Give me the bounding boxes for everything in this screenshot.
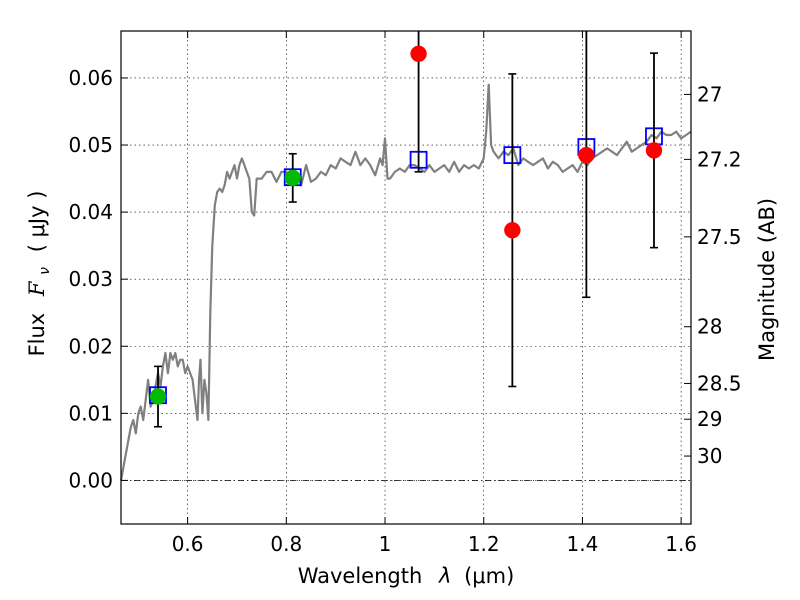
y-axis-label-unit: ( μJy ) xyxy=(25,191,49,253)
y-tick-label: 0.03 xyxy=(68,267,113,291)
x-axis-label-unit: (μm) xyxy=(464,564,514,588)
y-tick-label: 0.06 xyxy=(68,66,113,90)
observed-point-detected xyxy=(149,388,167,405)
observed-point-undetected xyxy=(578,146,595,164)
x-tick-label: 1.4 xyxy=(567,532,599,556)
magnitude-tick-label: 28 xyxy=(697,315,722,339)
magnitude-tick-label: 27 xyxy=(697,82,722,106)
magnitude-tick-label: 28.5 xyxy=(697,371,742,395)
observed-point-undetected xyxy=(645,142,663,159)
magnitude-tick-label: 27.2 xyxy=(697,147,742,171)
x-tick-label: 0.8 xyxy=(270,532,302,556)
magnitude-tick-label: 30 xyxy=(697,444,722,468)
y-tick-label: 0.00 xyxy=(68,468,113,492)
y-tick-label: 0.01 xyxy=(68,401,113,425)
x-axis-label-symbol: λ xyxy=(438,564,451,588)
x-tick-label: 1.2 xyxy=(468,532,500,556)
y-tick-label: 0.02 xyxy=(68,334,113,358)
y-tick-label: 0.04 xyxy=(68,200,113,224)
observed-point-detected xyxy=(284,169,301,187)
x-tick-label: 0.6 xyxy=(172,532,204,556)
y-axis-label-text: Flux xyxy=(25,313,49,357)
observed-point-undetected xyxy=(410,45,427,63)
observed-points-series xyxy=(149,45,663,405)
x-tick-label: 1 xyxy=(379,532,392,556)
x-axis-label: Wavelength λ (μm) xyxy=(298,564,515,588)
spectrum-series xyxy=(119,83,692,481)
x-axis-label-text: Wavelength xyxy=(298,564,423,588)
observed-point-undetected xyxy=(504,221,521,239)
plot-frame xyxy=(120,30,692,525)
spectrum-line xyxy=(119,83,692,481)
y-axis-label: Flux F ν ( μJy ) xyxy=(25,191,54,357)
x-tick-label: 1.6 xyxy=(665,532,697,556)
magnitude-tick-label: 27.5 xyxy=(697,225,742,249)
axis-ticks: 0.6 0.8 1 1.2 1.4 1.6 0.00 0.01 0.02 0.03 0.04 0.05… xyxy=(68,31,742,556)
y-axis-label-subscript: ν xyxy=(37,267,53,275)
grid-lines xyxy=(121,31,691,524)
magnitude-tick-label: 29 xyxy=(697,407,722,431)
magnitude-axis-label: Magnitude (AB) xyxy=(755,198,779,361)
y-tick-label: 0.05 xyxy=(68,133,113,157)
y-axis-label-symbol: F xyxy=(25,280,49,297)
